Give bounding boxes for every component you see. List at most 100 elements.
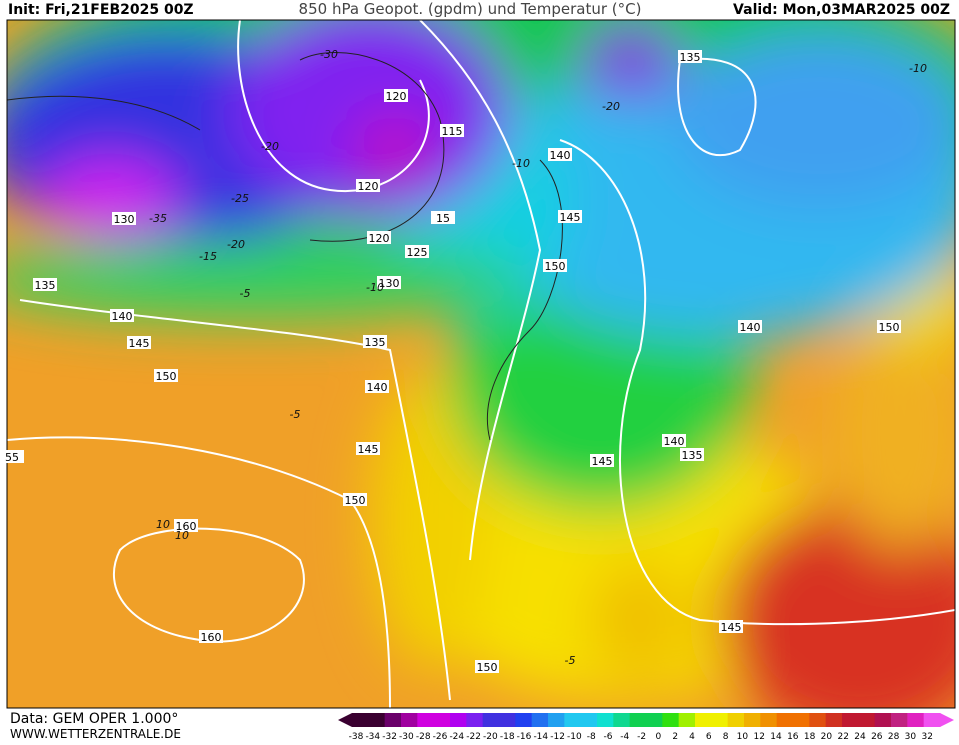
geopotential-label: 140 xyxy=(740,321,761,334)
geopotential-label-box xyxy=(719,620,743,633)
colorbar-swatch xyxy=(793,713,810,727)
geopotential-label: 55 xyxy=(5,451,19,464)
geopotential-label-box xyxy=(877,320,901,333)
geopotential-label: 150 xyxy=(345,494,366,507)
temperature-label: -30 xyxy=(320,48,338,61)
colorbar-swatch xyxy=(482,713,500,727)
geopotential-label: 120 xyxy=(386,90,407,103)
geopotential-label: 145 xyxy=(560,211,581,224)
colorbar-label: 20 xyxy=(821,732,833,741)
temperature-label: -20 xyxy=(227,238,245,251)
geopotential-label-box xyxy=(112,212,136,225)
geopotential-label: 160 xyxy=(201,631,222,644)
colorbar-label: 8 xyxy=(723,732,729,741)
colorbar-swatch xyxy=(368,713,386,727)
colorbar-label: -6 xyxy=(604,732,613,741)
colorbar-label: -22 xyxy=(466,732,481,741)
colorbar-label: -10 xyxy=(567,732,582,741)
geopotential-label-box xyxy=(590,454,614,467)
temperature-label: -25 xyxy=(231,192,249,205)
temperature-label: -20 xyxy=(602,100,620,113)
geopotential-label-box xyxy=(440,124,464,137)
map-frame xyxy=(6,19,956,709)
geopotential-label: 15 xyxy=(436,212,450,225)
colorbar-swatch xyxy=(678,713,696,727)
colorbar-label: -14 xyxy=(533,732,548,741)
colorbar-label: -38 xyxy=(349,732,364,741)
geopotential-label: 150 xyxy=(156,370,177,383)
colorbar-label: 24 xyxy=(854,732,866,741)
temperature-label: -10 xyxy=(512,157,530,170)
colorbar-swatch xyxy=(874,713,892,727)
colorbar-swatch xyxy=(858,713,876,727)
colorbar-label: 32 xyxy=(921,732,932,741)
colorbar-label: -4 xyxy=(620,732,629,741)
colorbar-swatch xyxy=(401,713,418,727)
temperature-label: 10 xyxy=(156,518,170,531)
colorbar-swatch xyxy=(597,713,614,727)
colorbar-swatch xyxy=(352,713,369,727)
geopotential-label-box xyxy=(365,380,389,393)
colorbar-label: -8 xyxy=(587,732,596,741)
geopotential-label: 145 xyxy=(721,621,742,634)
geopotential-label-box xyxy=(154,369,178,382)
geopotential-label: 120 xyxy=(358,180,379,193)
geopotential-label: 160 xyxy=(176,520,197,533)
geopotential-label: 115 xyxy=(442,125,463,138)
colorbar-swatch xyxy=(776,713,794,727)
colorbar-label: -32 xyxy=(382,732,397,741)
colorbar-label: 0 xyxy=(656,732,662,741)
geopotential-label-box xyxy=(367,231,391,244)
geopotential-label-box xyxy=(127,336,151,349)
colorbar-label: -24 xyxy=(449,732,464,741)
geopotential-label: 135 xyxy=(682,449,703,462)
colorbar-swatch xyxy=(809,713,827,727)
colorbar-arrow xyxy=(940,713,954,727)
colorbar-swatch xyxy=(580,713,598,727)
geopotential-label-box xyxy=(33,278,57,291)
colorbar-swatch xyxy=(907,713,925,727)
colorbar-label: -28 xyxy=(416,732,431,741)
geopotential-label-box xyxy=(174,519,198,532)
geopotential-label-box xyxy=(405,245,429,258)
temperature-label: -10 xyxy=(909,62,927,75)
geopotential-label: 140 xyxy=(664,435,685,448)
geopotential-label-box xyxy=(363,335,387,348)
colorbar-swatch xyxy=(711,713,729,727)
colorbar-arrow xyxy=(338,713,352,727)
colorbar-swatch xyxy=(891,713,908,727)
colorbar-swatch xyxy=(548,713,565,727)
geopotential-label-box xyxy=(343,493,367,506)
colorbar-swatch xyxy=(613,713,631,727)
colorbar-label: -16 xyxy=(517,732,532,741)
colorbar-swatch xyxy=(564,713,582,727)
geopotential-label: 150 xyxy=(545,260,566,273)
colorbar-label: 18 xyxy=(804,732,816,741)
colorbar-label: 2 xyxy=(672,732,678,741)
geopotential-label-box xyxy=(738,320,762,333)
colorbar-swatch xyxy=(744,713,761,727)
geopotential-label: 145 xyxy=(592,455,613,468)
geopotential-label: 125 xyxy=(407,246,428,259)
colorbar-swatch xyxy=(695,713,712,727)
colorbar-label: -18 xyxy=(500,732,515,741)
colorbar-label: -12 xyxy=(550,732,565,741)
geopotential-label: 145 xyxy=(129,337,150,350)
colorbar-swatch xyxy=(646,713,663,727)
colorbar-swatch xyxy=(662,713,680,727)
geopotential-label: 135 xyxy=(680,51,701,64)
colorbar-swatch xyxy=(760,713,778,727)
colorbar-label: -2 xyxy=(637,732,646,741)
colorbar-label: 12 xyxy=(753,732,764,741)
website: WWW.WETTERZENTRALE.DE xyxy=(10,727,181,741)
colorbar-swatch xyxy=(842,713,859,727)
colorbar-label: 6 xyxy=(706,732,712,741)
temperature-label: -5 xyxy=(290,408,301,421)
colorbar-swatch xyxy=(417,713,435,727)
geopotential-label: 150 xyxy=(879,321,900,334)
colorbar-swatch xyxy=(825,713,843,727)
colorbar-swatch xyxy=(433,713,451,727)
colorbar-swatch xyxy=(450,713,467,727)
temperature-label: -10 xyxy=(366,281,384,294)
